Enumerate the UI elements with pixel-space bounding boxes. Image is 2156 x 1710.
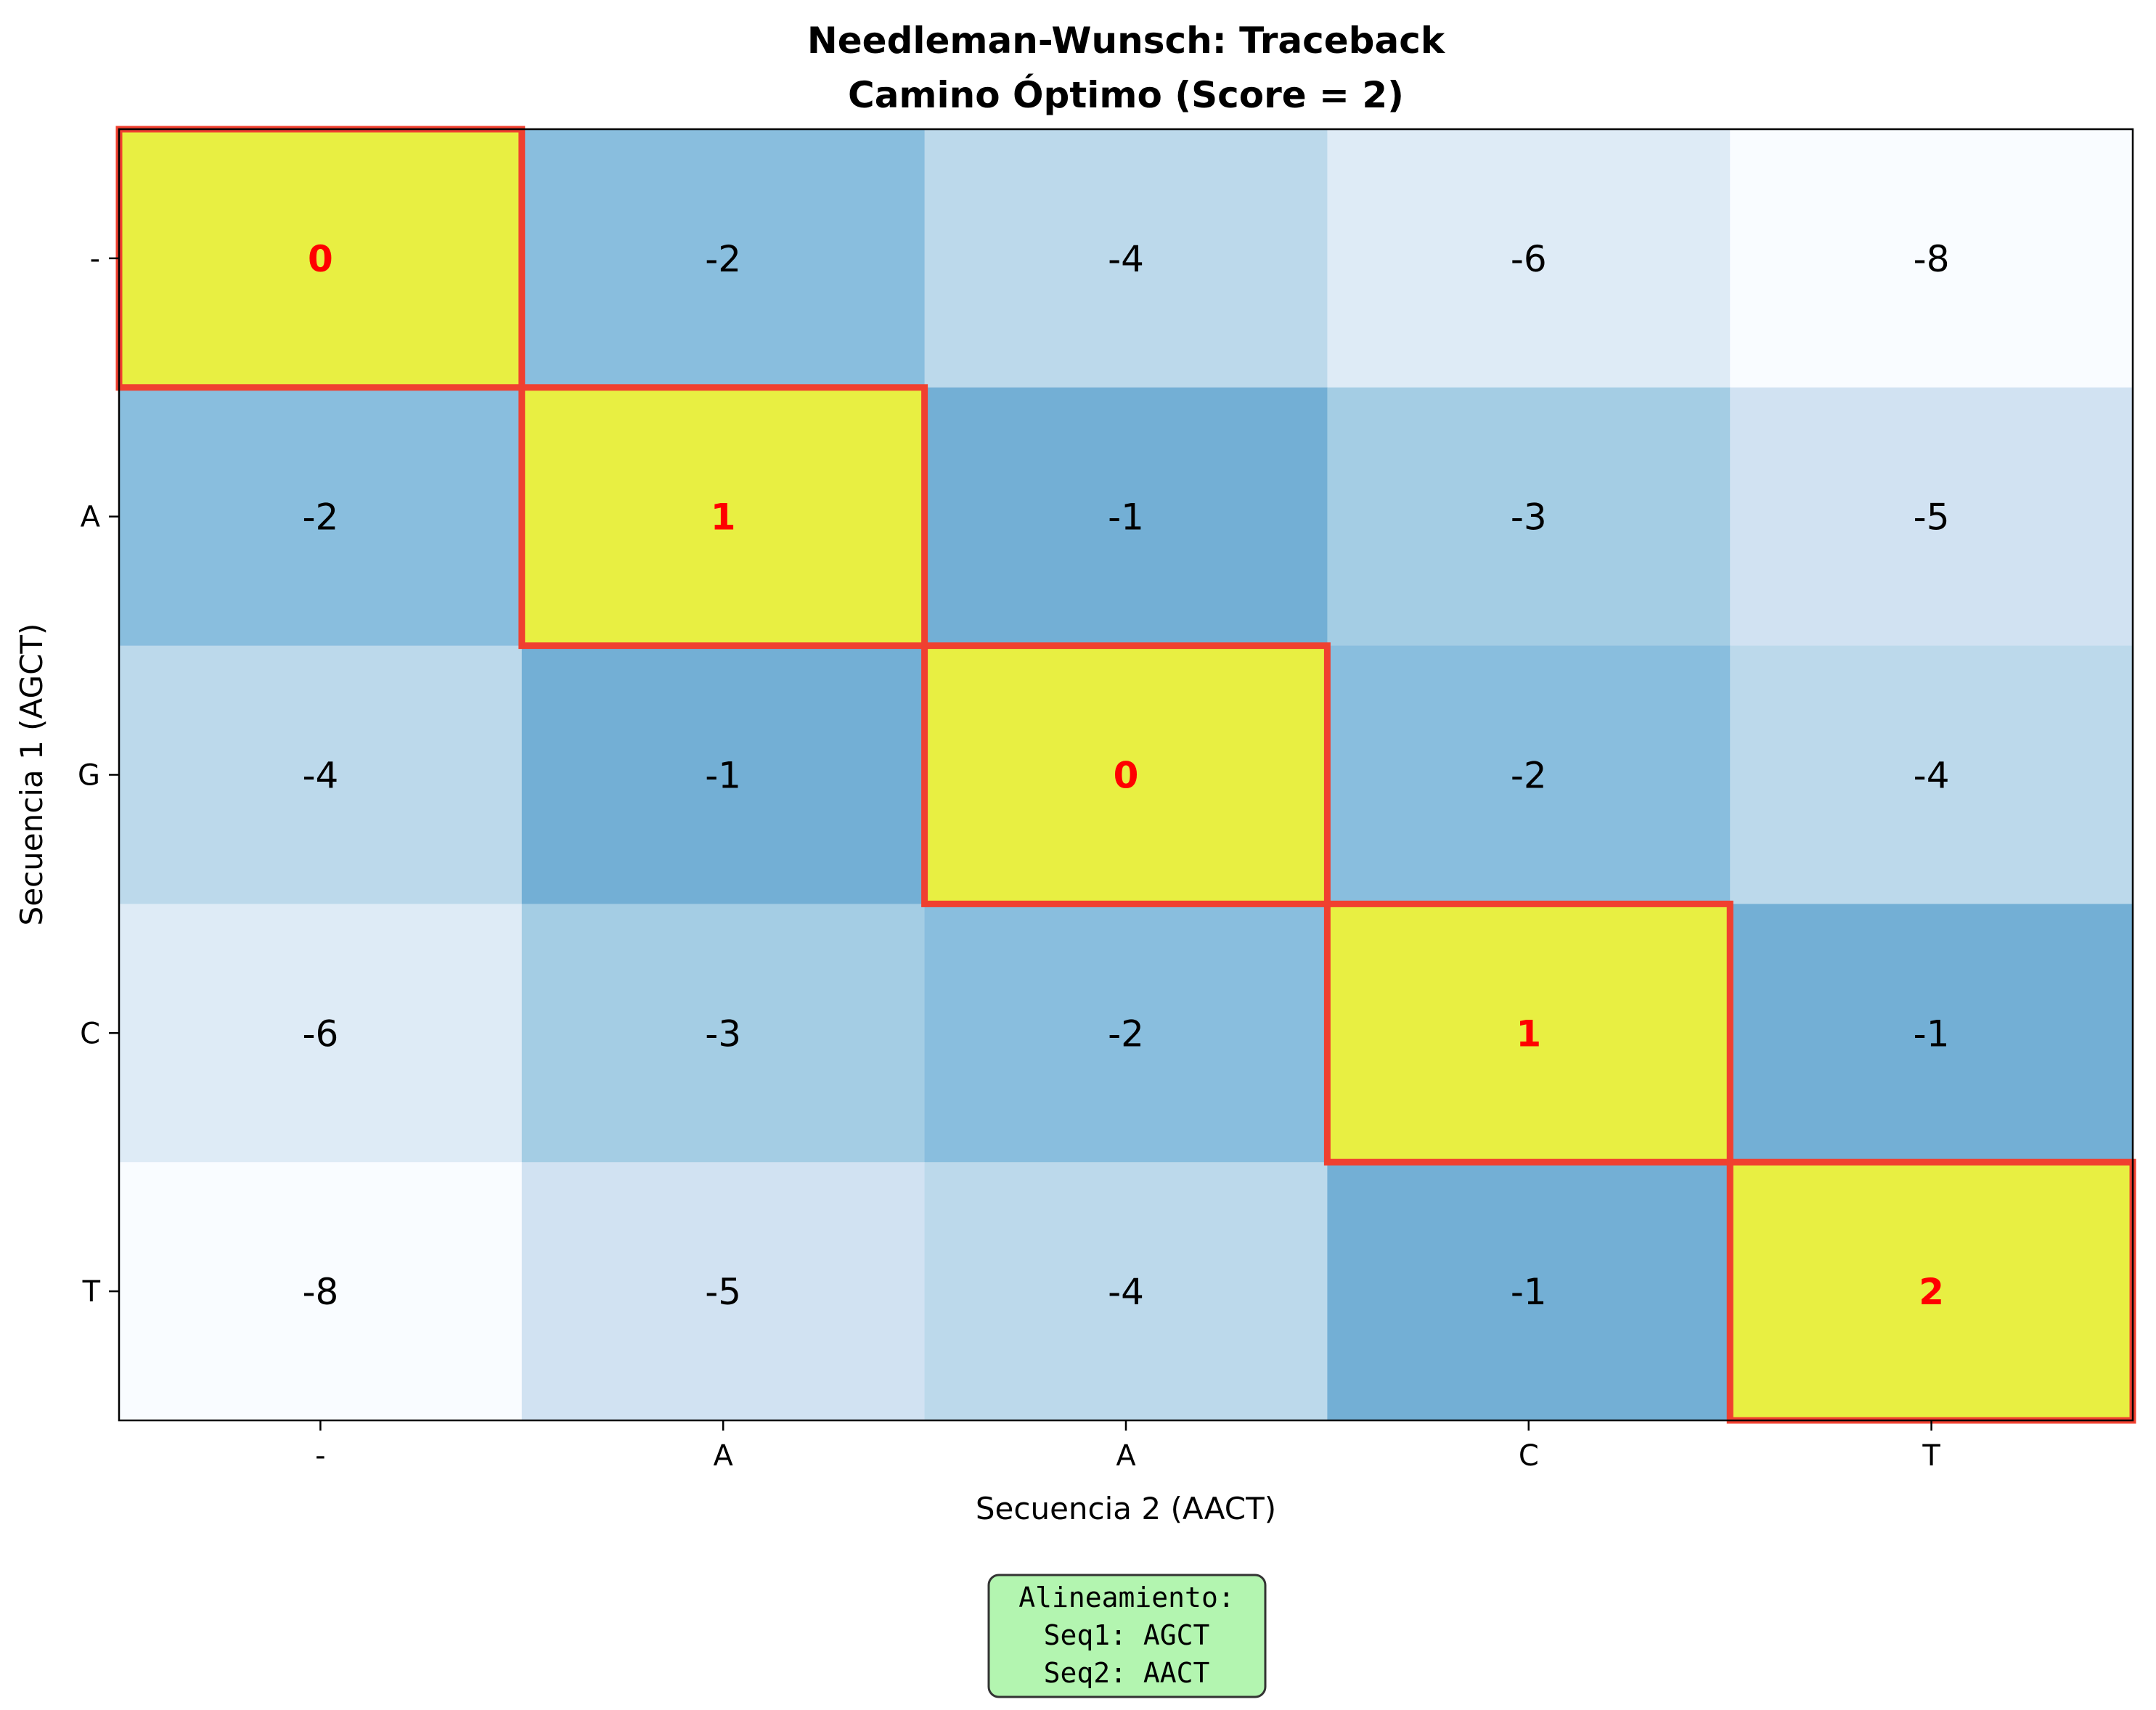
heatmap-cell (1730, 387, 2133, 647)
cell-value: -8 (1914, 238, 1950, 280)
heatmap-cell (1327, 129, 1731, 388)
path-cell-highlight (1323, 900, 1734, 1166)
heatmap-cell (521, 645, 926, 904)
cell-value: -4 (1914, 755, 1950, 797)
alignment-note-title: Alineamiento: (1018, 1582, 1234, 1613)
path-cell-value: 2 (1919, 1271, 1944, 1313)
heatmap-cell (119, 904, 523, 1163)
alignment-note-seq1: Seq1: AGCT (1044, 1619, 1210, 1651)
cell-value: -2 (1511, 755, 1547, 797)
path-cell-value: 1 (1516, 1012, 1541, 1055)
path-cell-highlight (115, 126, 526, 391)
heatmap-cell (1730, 645, 2133, 904)
heatmap-cell (119, 645, 523, 904)
heatmap-cell (924, 904, 1328, 1163)
chart-title: Needleman-Wunsch: Traceback (807, 20, 1446, 62)
y-tick-label: G (78, 759, 100, 793)
cell-value: -5 (705, 1271, 741, 1313)
heatmap-cell (1730, 904, 2133, 1163)
cell-value: -6 (302, 1012, 338, 1055)
x-tick-label: T (1922, 1439, 1940, 1473)
x-tick-label: A (714, 1439, 734, 1473)
heatmap-cell (119, 1162, 523, 1421)
cell-value: -3 (705, 1012, 741, 1055)
cell-value: -2 (705, 238, 741, 280)
alignment-note: Alineamiento: Seq1: AGCT Seq2: AACT (987, 1574, 1267, 1698)
cell-value: -2 (302, 496, 338, 539)
y-tick-label: A (81, 501, 101, 534)
cell-value: -1 (1108, 496, 1144, 539)
cell-value: -2 (1108, 1012, 1144, 1055)
heatmap-cell (521, 129, 926, 388)
heatmap-cell (1327, 1162, 1731, 1421)
path-cell-value: 0 (308, 238, 333, 280)
x-tick-label: C (1519, 1439, 1539, 1473)
path-cell-highlight (518, 384, 928, 650)
heatmap-cell (1730, 129, 2133, 388)
cell-value: -4 (1108, 1271, 1144, 1313)
chart-subtitle: Camino Óptimo (Score = 2) (848, 73, 1404, 116)
cell-value: -3 (1511, 496, 1547, 539)
path-cell-value: 0 (1114, 755, 1139, 797)
path-cell-highlight (921, 642, 1331, 907)
cell-labels: 0 -2 -4 -6 -8 -2 1 -1 -3 -5 -4 -1 0 -2 -4 -6 -3 -2 1 -1 -8 -5… (302, 238, 1949, 1313)
y-tick-label: - (90, 242, 100, 276)
y-tick-label: C (80, 1017, 100, 1050)
cell-value: -4 (1108, 238, 1144, 280)
x-tick-label: A (1116, 1439, 1136, 1473)
y-tick-label: T (82, 1275, 101, 1309)
x-axis-label: Secuencia 2 (AACT) (976, 1491, 1276, 1526)
y-axis-ticks: - A G C T (78, 242, 119, 1309)
alignment-note-box (987, 1574, 1267, 1698)
cell-value: -1 (1511, 1271, 1547, 1313)
heatmap-cell (924, 1162, 1328, 1421)
x-tick-label: - (315, 1439, 325, 1473)
heatmap-cell (521, 904, 926, 1163)
cell-value: -8 (302, 1271, 338, 1313)
cell-value: -1 (1914, 1012, 1950, 1055)
cell-value: -6 (1511, 238, 1547, 280)
alignment-note-seq2: Seq2: AACT (1044, 1657, 1210, 1689)
path-cell-value: 1 (711, 496, 736, 539)
cell-value: -5 (1914, 496, 1950, 539)
heatmap-cell (1327, 645, 1731, 904)
heatmap-cell (119, 387, 523, 647)
heatmap-cell (1327, 387, 1731, 647)
heatmap-cell (924, 387, 1328, 647)
heatmap-cell (924, 129, 1328, 388)
heatmap-cell (521, 1162, 926, 1421)
path-cells (115, 126, 2136, 1424)
cell-value: -4 (302, 755, 338, 797)
path-cell-highlight (1726, 1158, 2136, 1424)
cell-value: -1 (705, 755, 741, 797)
y-axis-label: Secuencia 1 (AGCT) (14, 623, 49, 926)
